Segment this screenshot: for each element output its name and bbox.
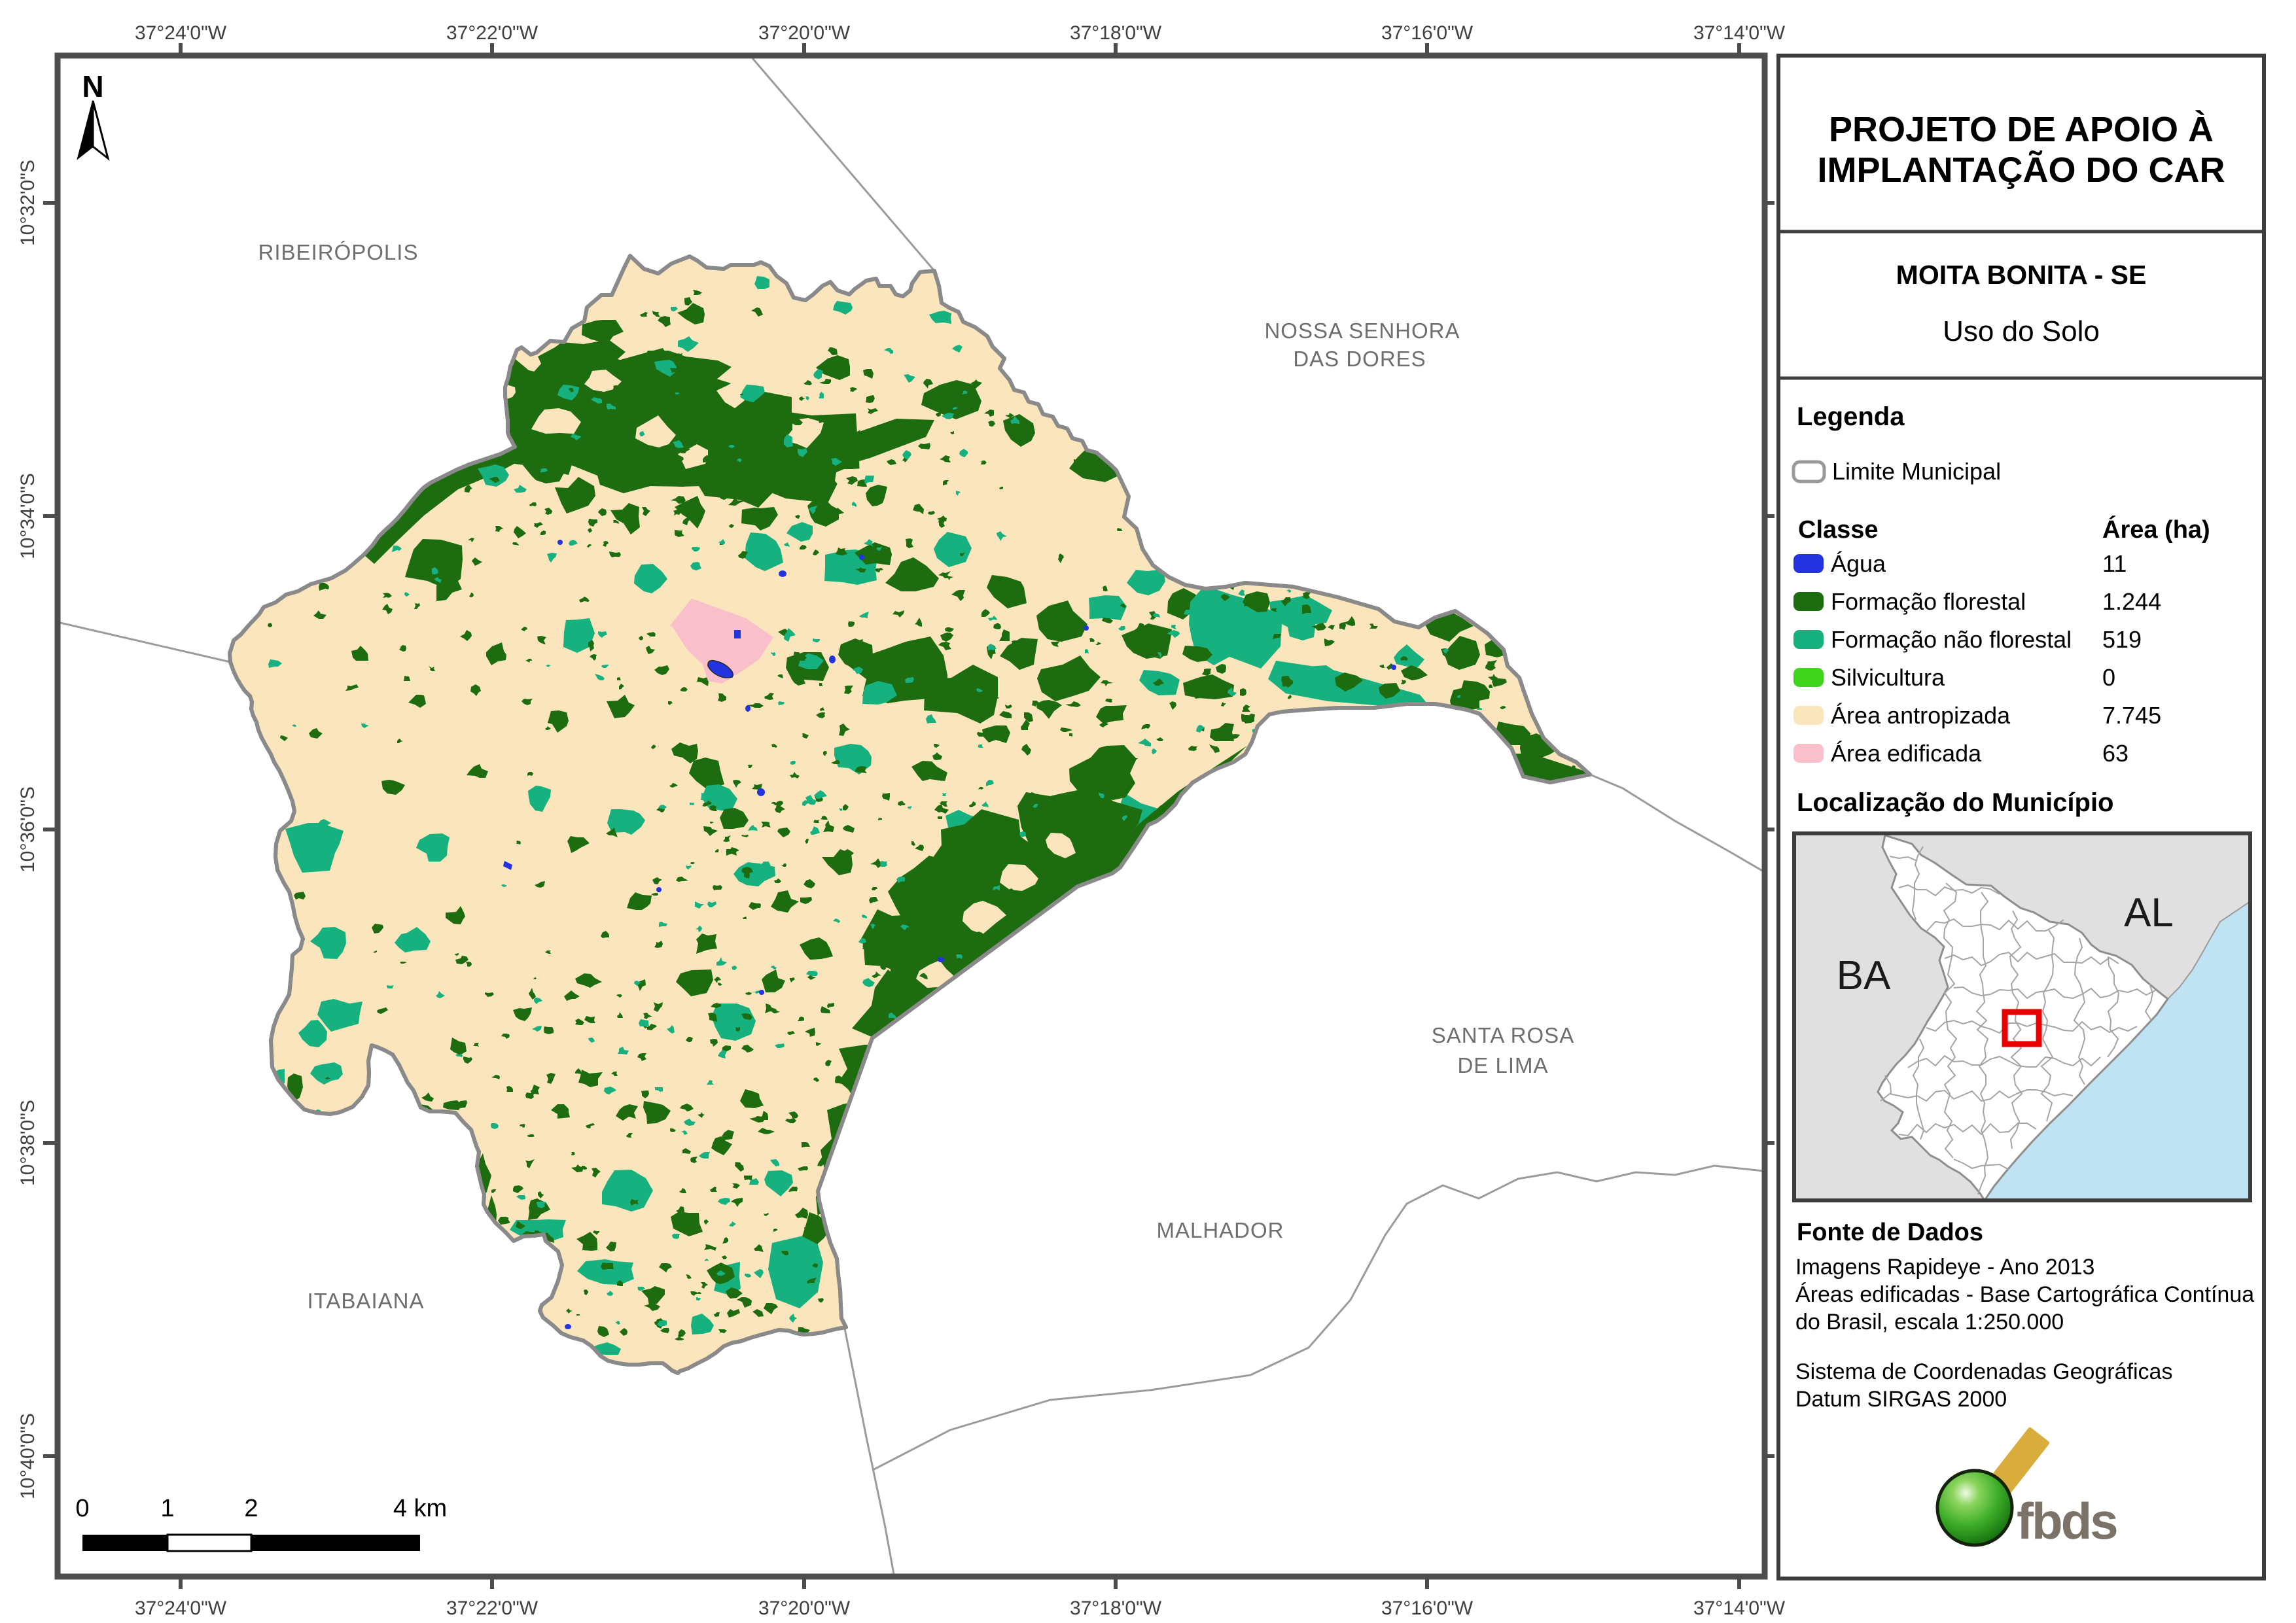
svg-text:Silvicultura: Silvicultura	[1831, 664, 1945, 691]
svg-text:ITABAIANA: ITABAIANA	[308, 1289, 425, 1313]
svg-text:11: 11	[2102, 550, 2127, 577]
svg-text:Áreas edificadas - Base Cartog: Áreas edificadas - Base Cartográfica Con…	[1795, 1282, 2254, 1307]
svg-text:BA: BA	[1837, 953, 1891, 998]
svg-text:1.244: 1.244	[2102, 588, 2161, 615]
svg-text:10°40'0"S: 10°40'0"S	[17, 1413, 39, 1499]
svg-text:Sistema de Coordenadas Geográf: Sistema de Coordenadas Geográficas	[1795, 1359, 2172, 1384]
svg-text:Água: Água	[1831, 550, 1886, 577]
svg-text:2: 2	[244, 1495, 258, 1522]
svg-text:Área antropizada: Área antropizada	[1831, 702, 2011, 729]
svg-text:DAS DORES: DAS DORES	[1293, 347, 1426, 371]
svg-text:PROJETO DE APOIO À: PROJETO DE APOIO À	[1829, 110, 2214, 149]
svg-text:Datum SIRGAS 2000: Datum SIRGAS 2000	[1795, 1387, 2007, 1412]
svg-text:10°38'0"S: 10°38'0"S	[17, 1100, 39, 1186]
svg-text:63: 63	[2102, 740, 2128, 767]
svg-text:0: 0	[2102, 664, 2115, 691]
svg-text:Fonte de Dados: Fonte de Dados	[1797, 1219, 1983, 1246]
svg-text:IMPLANTAÇÃO DO CAR: IMPLANTAÇÃO DO CAR	[1818, 150, 2225, 190]
svg-text:Limite Municipal: Limite Municipal	[1832, 458, 2001, 485]
svg-text:37°14'0"W: 37°14'0"W	[1693, 22, 1786, 44]
svg-text:1: 1	[160, 1495, 174, 1522]
svg-text:37°14'0"W: 37°14'0"W	[1693, 1597, 1786, 1619]
svg-text:37°16'0"W: 37°16'0"W	[1381, 1597, 1474, 1619]
svg-text:SANTA ROSA: SANTA ROSA	[1432, 1023, 1574, 1047]
svg-text:N: N	[82, 69, 103, 103]
svg-text:37°18'0"W: 37°18'0"W	[1070, 1597, 1162, 1619]
svg-text:AL: AL	[2124, 890, 2174, 935]
svg-text:Imagens Rapideye - Ano 2013: Imagens Rapideye - Ano 2013	[1795, 1255, 2094, 1280]
svg-text:Classe: Classe	[1798, 516, 1879, 544]
svg-text:37°22'0"W: 37°22'0"W	[446, 22, 539, 44]
svg-text:37°16'0"W: 37°16'0"W	[1381, 22, 1474, 44]
svg-text:NOSSA SENHORA: NOSSA SENHORA	[1264, 319, 1460, 343]
svg-text:Localização do Município: Localização do Município	[1797, 788, 2114, 817]
svg-text:4 km: 4 km	[393, 1495, 447, 1522]
svg-text:519: 519	[2102, 626, 2142, 653]
svg-text:10°32'0"S: 10°32'0"S	[17, 160, 39, 246]
svg-text:Área edificada: Área edificada	[1831, 740, 1982, 767]
svg-text:37°24'0"W: 37°24'0"W	[135, 22, 227, 44]
svg-text:Uso do Solo: Uso do Solo	[1943, 315, 2100, 347]
svg-text:Área (ha): Área (ha)	[2102, 515, 2210, 544]
svg-text:37°22'0"W: 37°22'0"W	[446, 1597, 539, 1619]
svg-text:Legenda: Legenda	[1797, 402, 1905, 431]
svg-text:DE LIMA: DE LIMA	[1457, 1053, 1548, 1077]
svg-text:10°36'0"S: 10°36'0"S	[17, 786, 39, 873]
svg-text:0: 0	[75, 1495, 89, 1522]
svg-text:37°20'0"W: 37°20'0"W	[758, 22, 851, 44]
svg-text:do Brasil, escala 1:250.000: do Brasil, escala 1:250.000	[1795, 1310, 2064, 1335]
svg-text:7.745: 7.745	[2102, 702, 2161, 729]
svg-text:RIBEIRÓPOLIS: RIBEIRÓPOLIS	[258, 240, 419, 264]
svg-text:fbds: fbds	[2017, 1492, 2117, 1550]
svg-text:10°34'0"S: 10°34'0"S	[17, 473, 39, 559]
svg-text:Formação não florestal: Formação não florestal	[1831, 626, 2072, 653]
svg-text:Formação florestal: Formação florestal	[1831, 588, 2026, 615]
svg-text:37°24'0"W: 37°24'0"W	[135, 1597, 227, 1619]
svg-text:MOITA BONITA - SE: MOITA BONITA - SE	[1896, 260, 2147, 290]
svg-text:MALHADOR: MALHADOR	[1156, 1218, 1284, 1242]
svg-text:37°18'0"W: 37°18'0"W	[1070, 22, 1162, 44]
svg-text:37°20'0"W: 37°20'0"W	[758, 1597, 851, 1619]
